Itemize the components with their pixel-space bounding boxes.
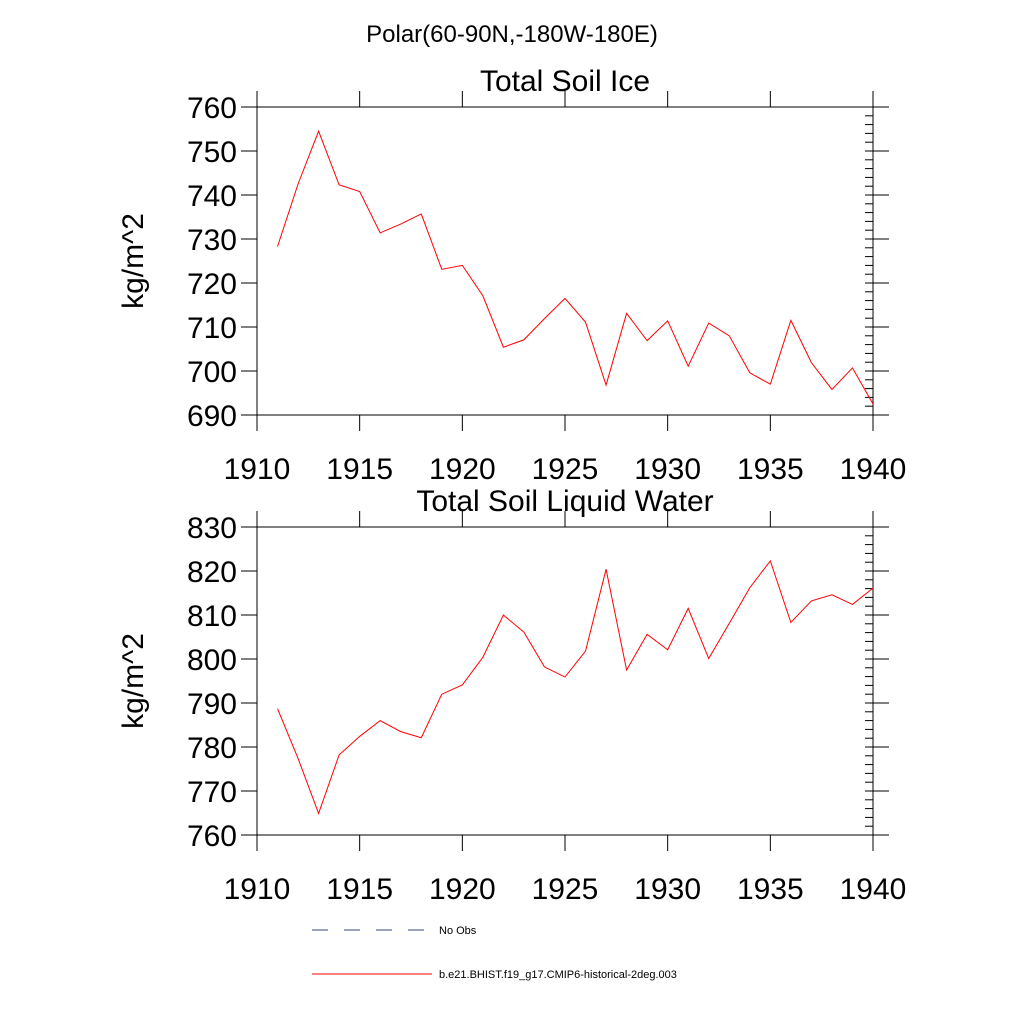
x-tick-label: 1910: [224, 453, 291, 486]
legend: No Obs b.e21.BHIST.f19_g17.CMIP6-histori…: [312, 925, 677, 981]
y-axis-label: kg/m^2: [117, 213, 150, 309]
x-tick-label: 1940: [840, 453, 907, 486]
y-tick-label: 750: [187, 136, 237, 169]
plot-frame: [256, 526, 874, 836]
y-tick-label: 760: [187, 820, 237, 853]
x-tick-label: 1920: [429, 453, 496, 486]
series-line-0: [277, 559, 874, 815]
y-tick-label: 740: [187, 180, 237, 213]
x-tick-label: 1925: [532, 453, 599, 486]
legend-no-obs-label: No Obs: [439, 925, 477, 937]
x-tick-label: 1910: [224, 873, 291, 906]
series-line-0: [277, 129, 874, 405]
x-tick-label: 1930: [634, 873, 701, 906]
plot-frame: [256, 106, 874, 416]
x-tick-label: 1915: [326, 453, 393, 486]
y-axis-label: kg/m^2: [117, 633, 150, 729]
x-tick-label: 1935: [737, 453, 804, 486]
y-tick-label: 830: [187, 512, 237, 545]
x-tick-label: 1930: [634, 453, 701, 486]
y-tick-label: 690: [187, 400, 237, 433]
y-tick-label: 820: [187, 556, 237, 589]
y-tick-label: 810: [187, 600, 237, 633]
y-tick-label: 800: [187, 644, 237, 677]
y-tick-label: 700: [187, 356, 237, 389]
legend-model-label: b.e21.BHIST.f19_g17.CMIP6-historical-2de…: [439, 969, 677, 981]
y-tick-label: 790: [187, 688, 237, 721]
y-tick-label: 780: [187, 732, 237, 765]
x-tick-label: 1925: [532, 873, 599, 906]
y-tick-label: 770: [187, 776, 237, 809]
y-tick-label: 760: [187, 92, 237, 125]
y-tick-label: 730: [187, 224, 237, 257]
y-tick-label: 720: [187, 268, 237, 301]
x-tick-label: 1920: [429, 873, 496, 906]
y-tick-label: 710: [187, 312, 237, 345]
figure-title: Polar(60-90N,-180W-180E): [366, 21, 658, 48]
x-tick-label: 1915: [326, 873, 393, 906]
x-tick-label: 1935: [737, 873, 804, 906]
x-tick-label: 1940: [840, 873, 907, 906]
